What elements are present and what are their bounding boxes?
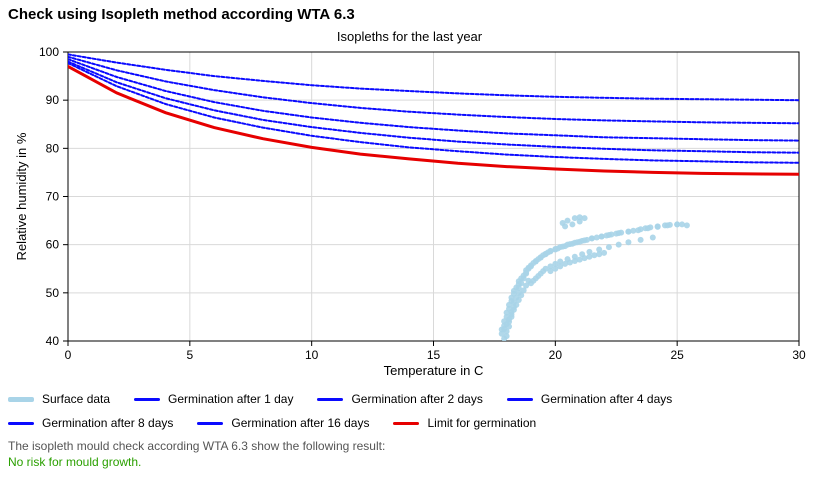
svg-text:40: 40 xyxy=(46,334,60,348)
svg-text:60: 60 xyxy=(46,238,60,252)
svg-text:Temperature in C: Temperature in C xyxy=(384,363,484,378)
legend-item: Germination after 16 days xyxy=(197,411,369,435)
svg-text:10: 10 xyxy=(305,348,319,362)
result-label: The isopleth mould check according WTA 6… xyxy=(8,439,811,453)
legend-item: Limit for germination xyxy=(393,411,536,435)
legend-item: Germination after 8 days xyxy=(8,411,173,435)
legend-swatch xyxy=(317,398,343,401)
legend-item: Germination after 4 days xyxy=(507,387,672,411)
result-text: No risk for mould growth. xyxy=(8,455,811,469)
svg-text:20: 20 xyxy=(549,348,563,362)
legend-label: Germination after 2 days xyxy=(351,387,482,411)
svg-text:90: 90 xyxy=(46,93,60,107)
svg-text:30: 30 xyxy=(792,348,806,362)
chart-title: Isopleths for the last year xyxy=(8,29,811,44)
legend-swatch xyxy=(134,398,160,401)
legend-label: Germination after 16 days xyxy=(231,411,369,435)
legend-label: Germination after 4 days xyxy=(541,387,672,411)
svg-text:25: 25 xyxy=(670,348,684,362)
svg-text:100: 100 xyxy=(39,46,59,59)
svg-text:5: 5 xyxy=(186,348,193,362)
svg-text:70: 70 xyxy=(46,190,60,204)
page-heading: Check using Isopleth method according WT… xyxy=(8,6,811,23)
legend-item: Germination after 2 days xyxy=(317,387,482,411)
legend-swatch xyxy=(8,397,34,402)
legend-swatch xyxy=(507,398,533,401)
legend-item: Germination after 1 day xyxy=(134,387,293,411)
legend-label: Germination after 1 day xyxy=(168,387,293,411)
legend-label: Limit for germination xyxy=(427,411,536,435)
svg-text:0: 0 xyxy=(65,348,72,362)
svg-text:15: 15 xyxy=(427,348,441,362)
legend-item: Surface data xyxy=(8,387,110,411)
legend-swatch xyxy=(393,422,419,425)
svg-text:50: 50 xyxy=(46,286,60,300)
legend-swatch xyxy=(197,422,223,425)
legend-label: Surface data xyxy=(42,387,110,411)
svg-text:Relative humidity in %: Relative humidity in % xyxy=(14,132,29,260)
svg-text:80: 80 xyxy=(46,141,60,155)
legend-swatch xyxy=(8,422,34,425)
legend-label: Germination after 8 days xyxy=(42,411,173,435)
isopleth-chart: 0 5 10 15 20 25 30 40 50 60 70 80 90 100 Temperature i… xyxy=(8,46,811,381)
legend: Surface dataGermination after 1 dayGermi… xyxy=(8,387,811,435)
